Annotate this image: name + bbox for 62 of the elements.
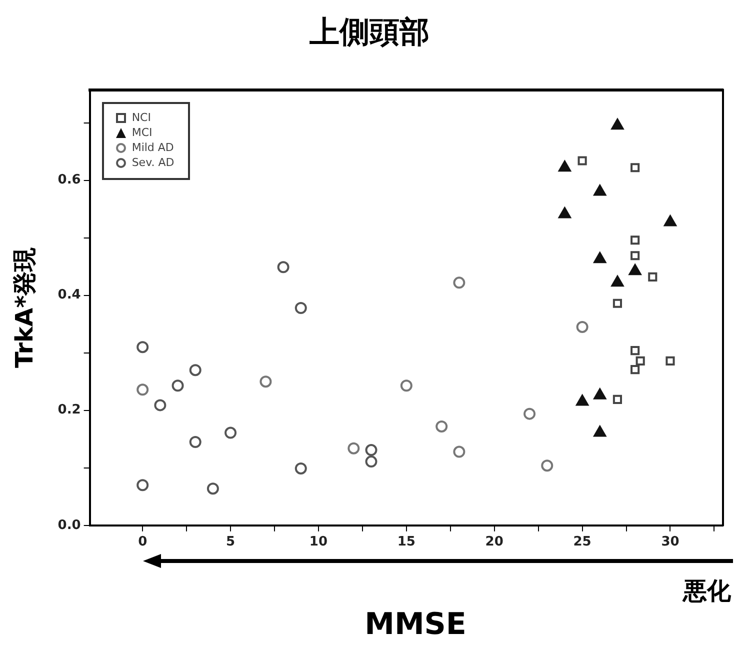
point bbox=[558, 160, 571, 172]
x-tick-label: 15 bbox=[397, 534, 416, 550]
point bbox=[578, 156, 587, 166]
y-tick-label: 0.2 bbox=[58, 402, 81, 418]
legend-label: Mild AD bbox=[132, 141, 174, 154]
legend-label: Sev. AD bbox=[132, 156, 174, 169]
point bbox=[136, 341, 149, 354]
point bbox=[576, 320, 588, 333]
x-tick-label: 10 bbox=[309, 534, 328, 550]
point bbox=[630, 251, 640, 260]
y-tick-label: 0.4 bbox=[58, 288, 81, 303]
point bbox=[594, 252, 606, 264]
point bbox=[260, 376, 272, 388]
point bbox=[648, 272, 658, 282]
point bbox=[576, 394, 588, 406]
point bbox=[630, 346, 640, 356]
x-tick-label: 30 bbox=[661, 534, 680, 550]
point bbox=[136, 479, 149, 492]
point bbox=[612, 394, 622, 404]
point bbox=[348, 442, 360, 454]
point bbox=[524, 408, 536, 420]
point bbox=[630, 236, 640, 245]
legend-label: NCI bbox=[132, 111, 151, 124]
point bbox=[206, 482, 219, 495]
point bbox=[541, 460, 554, 472]
y-tick-label: 0.6 bbox=[58, 172, 81, 188]
point bbox=[224, 426, 237, 439]
text: 悪化 bbox=[681, 576, 732, 607]
point bbox=[365, 456, 378, 468]
point bbox=[436, 420, 448, 432]
x-tick-label: 5 bbox=[226, 534, 236, 550]
y-axis-title: TrkA*発現 bbox=[10, 246, 39, 368]
point bbox=[365, 444, 378, 456]
point bbox=[630, 163, 640, 172]
point bbox=[189, 436, 202, 448]
point bbox=[612, 298, 622, 308]
point bbox=[189, 364, 202, 376]
point bbox=[628, 264, 642, 276]
point bbox=[636, 356, 645, 366]
point bbox=[294, 302, 307, 314]
point bbox=[136, 384, 149, 396]
x-tick-label: 20 bbox=[485, 534, 504, 550]
x-axis-title: MMSE bbox=[364, 607, 468, 642]
point bbox=[666, 356, 675, 366]
point bbox=[611, 276, 624, 287]
point bbox=[154, 399, 166, 412]
x-tick-label: 25 bbox=[573, 534, 592, 550]
point bbox=[453, 446, 466, 458]
point bbox=[453, 276, 466, 289]
point bbox=[611, 118, 624, 130]
point bbox=[294, 462, 307, 474]
point bbox=[400, 380, 412, 392]
point bbox=[172, 380, 184, 392]
point bbox=[630, 364, 640, 374]
y-tick-label: 0.0 bbox=[58, 518, 81, 533]
x-tick-label: 0 bbox=[138, 534, 148, 550]
point bbox=[664, 215, 676, 226]
chart-title: 上側頭部 bbox=[308, 14, 430, 50]
point bbox=[277, 261, 290, 274]
legend-label: MCI bbox=[132, 126, 152, 139]
point bbox=[558, 207, 571, 218]
point bbox=[594, 184, 606, 196]
